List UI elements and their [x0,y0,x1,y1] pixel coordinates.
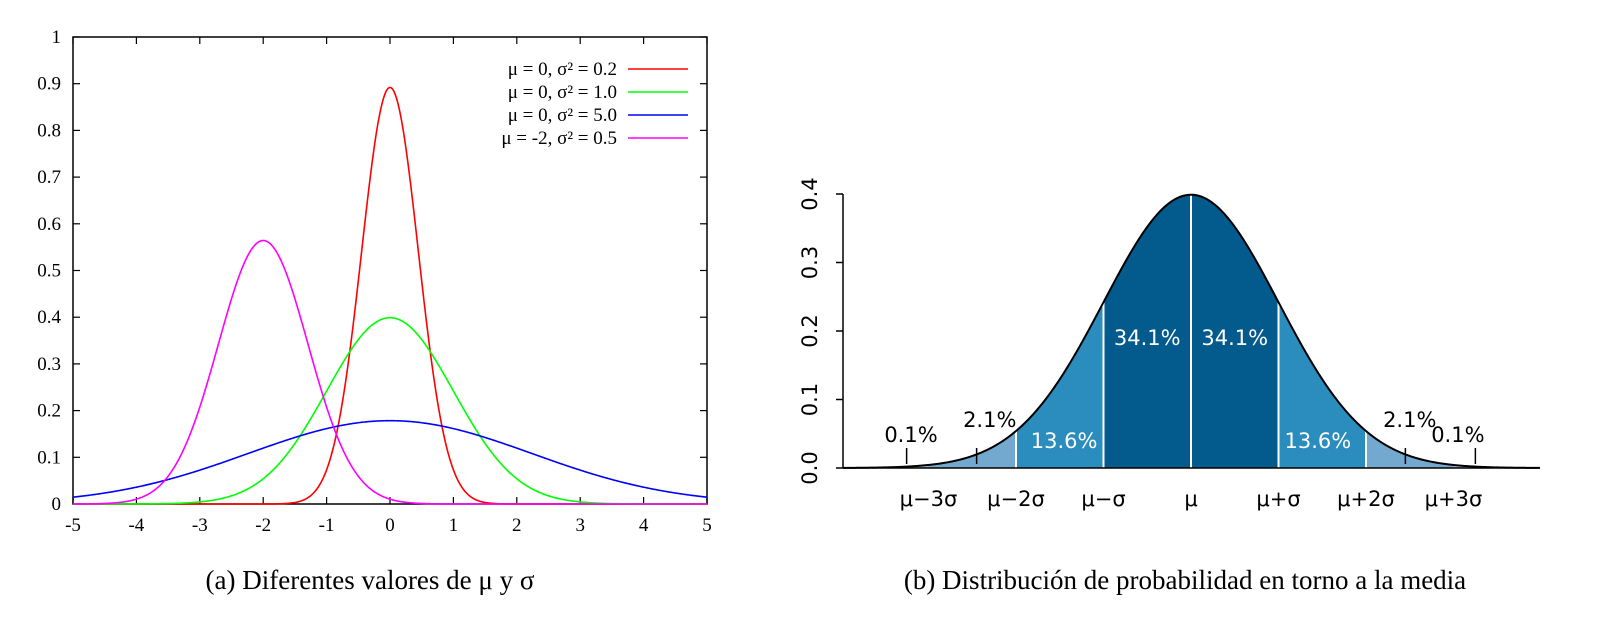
chart-b-band-4 [928,431,1016,468]
chart-a-legend-label: μ = 0, σ² = 1.0 [508,82,617,103]
chart-b-xtick-label: μ−σ [1081,487,1125,511]
chart-b-ytick-label: 0.4 [798,177,822,210]
chart-b-caption: (b) Distribución de probabilidad en torn… [904,565,1466,595]
chart-b-xtick-label: μ+3σ [1425,487,1483,511]
chart-a-xtick-label: 5 [702,515,712,536]
chart-a-xtick-label: 4 [639,515,649,536]
chart-b-band-label: 0.1% [884,423,937,447]
chart-b-curve [842,193,1540,469]
chart-a-ytick-label: 0.4 [37,307,61,328]
chart-a-ytick-label: 0.1 [37,447,61,468]
chart-b-xtick-label: μ+2σ [1337,487,1395,511]
chart-a-xtick-label: 2 [512,515,522,536]
chart-b-ytick-label: 0.3 [798,246,822,279]
chart-b-ytick-label: 0.0 [798,451,822,484]
chart-b-xtick-label: μ+σ [1256,487,1300,511]
chart-a-xtick-label: 0 [385,515,395,536]
chart-a-series-lines [72,86,708,505]
chart-b-band-label: 13.6% [1285,429,1352,453]
chart-a-series-line-2 [72,419,708,498]
chart-a-legend-label: μ = 0, σ² = 5.0 [508,105,617,126]
chart-b-band-5 [1366,431,1454,468]
chart-a-series-line-0 [73,86,707,505]
chart-a-legend-label: μ = -2, σ² = 0.5 [501,128,617,149]
chart-b-band-label: 34.1% [1201,326,1268,350]
chart-a-ytick-label: 1 [52,27,62,48]
chart-a-xtick-label: -2 [255,515,271,536]
chart-a-xtick-label: -1 [319,515,335,536]
chart-a-ytick-label: 0.9 [37,74,61,95]
chart-a-series-line-3 [72,239,707,505]
chart-b-band-label: 2.1% [963,408,1016,432]
chart-a-ytick-label: 0.8 [37,120,61,141]
chart-b-xtick-label: μ−2σ [987,487,1045,511]
chart-b-ytick-label: 0.1 [798,383,822,416]
chart-a-xtick-label: 1 [449,515,459,536]
chart-a-normal-curves: -5 -4 -3 -2 -1 0 1 2 3 4 5 0 0.1 0.2 0.3 0.4 0.5 0.6 0.7 0.… [37,27,712,536]
chart-b-axes: 0.0 0.1 0.2 0.3 0.4 μ−3σ μ−2σ μ−σ μ μ+σ μ+2σ μ+3σ [798,177,1540,511]
chart-a-legend: μ = 0, σ² = 0.2μ = 0, σ² = 1.0μ = 0, σ² … [501,59,688,149]
chart-b-band-label: 0.1% [1431,423,1484,447]
chart-a-ytick-label: 0.3 [37,354,61,375]
chart-b-band-label: 34.1% [1114,326,1181,350]
chart-b-band-label: 13.6% [1031,429,1098,453]
chart-b-xtick-label: μ [1184,487,1197,511]
chart-b-labels: 34.1% 34.1%13.6% 13.6%2.1% 2.1%0.1% 0.1% [884,326,1485,464]
chart-a-ytick-label: 0.5 [37,261,61,282]
chart-b-band-label: 2.1% [1383,408,1436,432]
chart-b-ytick-label: 0.2 [798,314,822,347]
chart-a-xtick-label: -4 [128,515,144,536]
chart-a-ytick-label: 0.7 [37,167,61,188]
chart-b-probability-bands: 0.0 0.1 0.2 0.3 0.4 μ−3σ μ−2σ μ−σ μ μ+σ μ+2σ μ+3σ 3… [798,177,1540,511]
chart-a-legend-label: μ = 0, σ² = 0.2 [508,59,617,80]
chart-a-xtick-label: -3 [192,515,208,536]
chart-a-ytick-label: 0.2 [37,401,61,422]
chart-a-caption: (a) Diferentes valores de μ y σ [206,565,535,595]
chart-a-ytick-label: 0 [52,494,62,515]
chart-a-xtick-label: -5 [65,515,81,536]
chart-b-xtick-label: μ−3σ [900,487,958,511]
chart-a-xtick-label: 3 [575,515,585,536]
chart-a-ytick-label: 0.6 [37,214,61,235]
chart-a-ticks: -5 -4 -3 -2 -1 0 1 2 3 4 5 0 0.1 0.2 0.3 0.4 0.5 0.6 0.7 0.… [37,27,712,536]
